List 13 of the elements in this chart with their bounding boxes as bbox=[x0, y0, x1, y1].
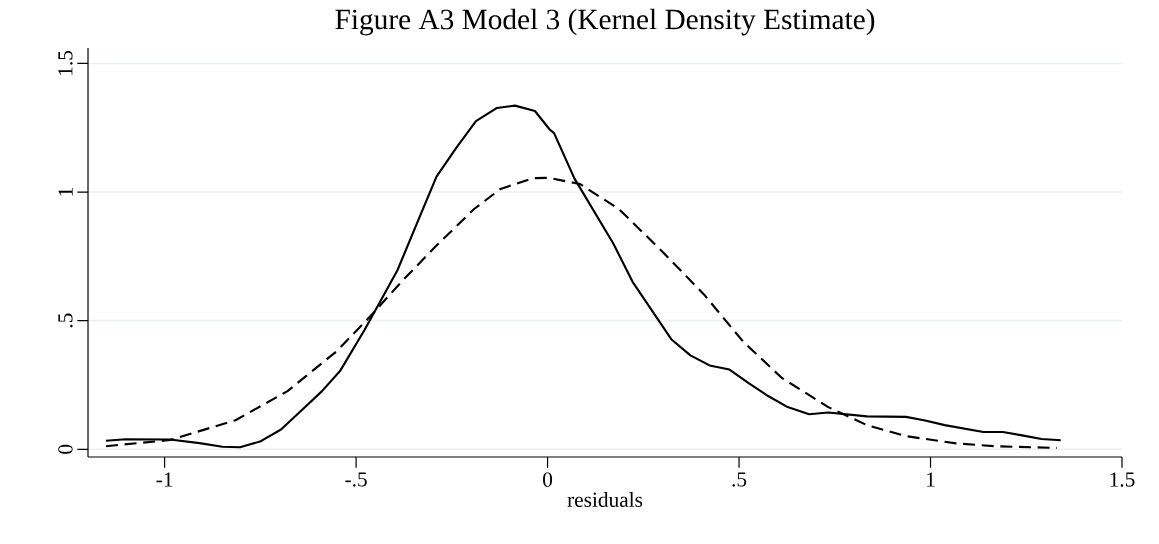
x-tick-label: 1 bbox=[927, 472, 935, 487]
x-tick-label: .5 bbox=[732, 472, 747, 487]
y-tick-label: 0 bbox=[58, 444, 73, 454]
chart-title: Figure A3 Model 3 (Kernel Density Estimate) bbox=[335, 8, 875, 36]
y-tick-label: 1.5 bbox=[58, 50, 73, 75]
x-tick-label: -1 bbox=[156, 472, 173, 487]
y-tick-label: .5 bbox=[58, 313, 73, 328]
x-tick-label: 1.5 bbox=[1110, 472, 1135, 487]
x-tick-label: 0 bbox=[543, 472, 553, 487]
x-tick-label: -.5 bbox=[345, 472, 367, 487]
y-tick-label: 1 bbox=[58, 187, 73, 196]
line-series bbox=[104, 104, 1062, 449]
x-axis-title: residuals bbox=[567, 491, 643, 507]
